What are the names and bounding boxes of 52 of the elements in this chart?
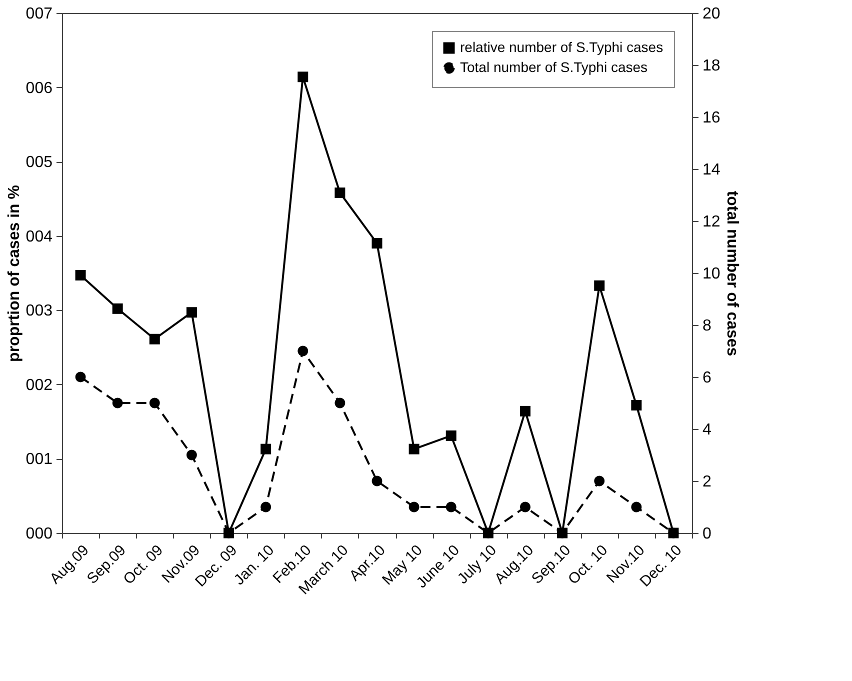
point [594,280,605,291]
point [594,476,605,486]
y2-tick-label: 6 [702,370,712,386]
point [112,303,123,314]
point [631,502,642,512]
y2-tick-label: 14 [702,162,720,178]
point [631,400,642,410]
y-tick-label: 001 [26,451,53,468]
y-tick-label: 007 [26,6,53,22]
point [186,450,197,460]
y-axis-title: proprtion of cases in % [6,185,23,362]
y-tick-label: 005 [26,154,53,172]
point [520,502,530,512]
point [372,238,382,249]
y2-tick-label: 20 [702,6,720,22]
point [334,188,346,198]
point [557,528,568,538]
point [446,430,456,441]
y2-tick-label: 12 [702,214,720,230]
point [149,334,160,344]
y2-tick-label: 18 [702,58,720,74]
point [482,528,494,538]
y2-tick-label: 16 [702,110,720,126]
y-tick-label: 002 [26,376,53,394]
point [75,270,86,280]
point [298,72,308,82]
point [149,398,160,408]
y2-tick-label: 4 [702,422,712,438]
point [298,346,308,356]
y-tick-label: 004 [26,228,53,246]
point [112,398,123,408]
y2-tick-label: 0 [702,526,712,542]
point [372,476,382,486]
y-tick-label: 000 [26,526,53,542]
point [334,398,346,408]
point [668,528,679,538]
y-tick-label: 006 [26,80,53,97]
y-tick-label: 003 [26,302,53,320]
point [408,444,420,454]
point [520,406,530,416]
y2-tick-label: 2 [702,474,712,490]
point [75,372,86,382]
point [260,502,272,512]
legend-label: relative number of S.Typhi cases [460,39,664,55]
legend-label: Total number of S.Typhi cases [460,59,648,75]
point [446,502,456,512]
y2-tick-label: 10 [702,266,720,282]
point [186,307,197,318]
point [408,502,420,512]
point [260,444,272,454]
y2-axis-title: total number of cases [723,190,740,356]
y2-tick-label: 8 [702,318,712,334]
